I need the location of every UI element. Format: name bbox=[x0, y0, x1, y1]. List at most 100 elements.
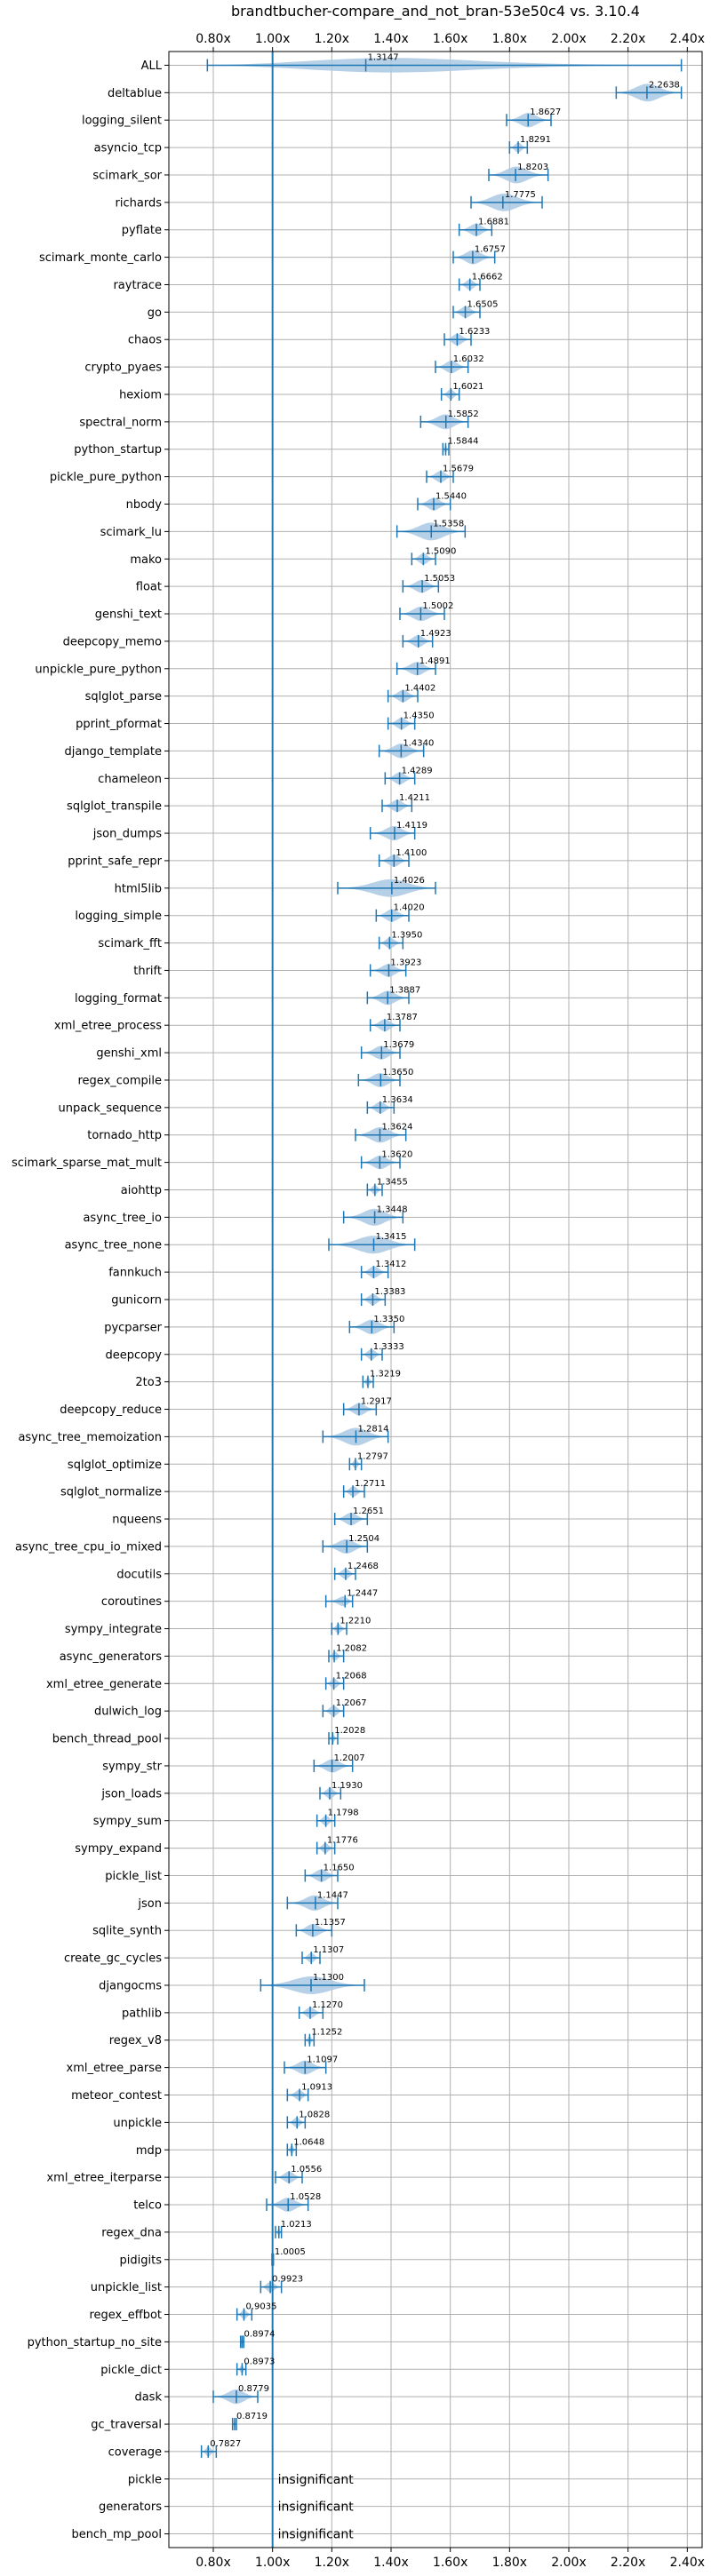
value-label: 1.1930 bbox=[332, 1781, 363, 1791]
x-tick-label-top: 0.80x bbox=[196, 32, 230, 46]
value-label: 1.3415 bbox=[376, 1232, 407, 1242]
insignificant-label: insignificant bbox=[278, 2500, 355, 2515]
value-label: 1.1307 bbox=[313, 1945, 344, 1955]
value-label: 1.4020 bbox=[394, 903, 425, 913]
benchmark-label: go bbox=[148, 306, 162, 320]
value-label: 1.6881 bbox=[478, 218, 509, 227]
value-label: 1.3219 bbox=[370, 1370, 401, 1379]
benchmark-label: pycparser bbox=[104, 1321, 162, 1334]
value-label: 1.3147 bbox=[368, 52, 399, 62]
benchmark-label: sqlite_synth bbox=[92, 1925, 162, 1938]
benchmark-label: thrift bbox=[133, 965, 162, 978]
value-label: 0.8973 bbox=[244, 2357, 275, 2366]
benchmark-label: dulwich_log bbox=[94, 1705, 162, 1719]
benchmark-label: pathlib bbox=[122, 2007, 162, 2020]
benchmark-label: sqlglot_parse bbox=[85, 690, 162, 704]
benchmark-label: telco bbox=[133, 2199, 162, 2213]
value-label: 1.2007 bbox=[334, 1753, 365, 1763]
value-label: 1.3679 bbox=[383, 1040, 414, 1050]
grid-layer bbox=[169, 52, 702, 2548]
value-label: 1.3333 bbox=[373, 1342, 404, 1352]
x-tick-label-bottom: 2.20x bbox=[611, 2556, 645, 2570]
value-label: 1.5053 bbox=[424, 574, 455, 584]
value-label: 1.3350 bbox=[373, 1315, 404, 1324]
x-tick-label-top: 1.80x bbox=[492, 32, 527, 46]
value-label: 1.3383 bbox=[374, 1287, 405, 1297]
benchmark-label: regex_v8 bbox=[109, 2034, 162, 2047]
benchmark-label: raytrace bbox=[113, 279, 162, 292]
value-label: 1.3634 bbox=[382, 1095, 413, 1105]
benchmark-label: async_tree_cpu_io_mixed bbox=[15, 1540, 162, 1554]
benchmark-label: async_tree_io bbox=[83, 1212, 162, 1225]
x-tick-label-top: 1.40x bbox=[373, 32, 408, 46]
value-label: 1.4100 bbox=[395, 848, 427, 858]
value-label: 1.1650 bbox=[324, 1863, 355, 1872]
value-label: 1.5002 bbox=[422, 601, 453, 611]
benchmark-label: async_generators bbox=[60, 1650, 163, 1664]
benchmark-label: sqlglot_optimize bbox=[68, 1459, 162, 1472]
value-label: 0.7827 bbox=[210, 2439, 241, 2449]
x-tick-label-top: 2.20x bbox=[611, 32, 645, 46]
benchmark-label: logging_silent bbox=[82, 115, 162, 128]
value-label: 1.4923 bbox=[420, 629, 451, 639]
benchmark-label: generators bbox=[99, 2500, 162, 2514]
value-label: 0.8719 bbox=[236, 2412, 268, 2421]
x-tick-label-bottom: 1.00x bbox=[255, 2556, 290, 2570]
x-tick-label-top: 2.00x bbox=[551, 32, 586, 46]
value-label: 0.8779 bbox=[238, 2384, 269, 2394]
benchmark-label: pickle bbox=[128, 2473, 162, 2486]
benchmark-label: python_startup bbox=[74, 443, 162, 457]
value-label: 1.5358 bbox=[433, 519, 464, 529]
benchmark-label: unpickle_pure_python bbox=[35, 663, 162, 676]
value-label: 1.5852 bbox=[448, 409, 479, 419]
benchmark-label: djangocms bbox=[99, 1979, 162, 1992]
benchmark-label: regex_effbot bbox=[89, 2309, 162, 2322]
value-label: 1.2447 bbox=[347, 1589, 378, 1599]
benchmark-label: aiohttp bbox=[121, 1184, 162, 1197]
value-label: 1.8627 bbox=[530, 107, 561, 117]
benchmark-label: regex_dna bbox=[101, 2226, 162, 2239]
benchmark-label: docutils bbox=[116, 1568, 162, 1581]
benchmark-label: pickle_dict bbox=[100, 2364, 162, 2377]
value-label: 1.4211 bbox=[399, 793, 430, 803]
value-label: 1.2814 bbox=[357, 1424, 388, 1434]
value-label: 0.9035 bbox=[246, 2302, 277, 2312]
value-label: 1.5679 bbox=[443, 465, 474, 474]
value-label: 1.6662 bbox=[472, 272, 503, 282]
benchmark-label: bench_thread_pool bbox=[52, 1733, 162, 1746]
benchmark-label: create_gc_cycles bbox=[64, 1952, 162, 1966]
benchmark-label: genshi_text bbox=[95, 608, 162, 622]
value-label: 1.0913 bbox=[301, 2082, 332, 2092]
value-label: 1.8203 bbox=[517, 163, 548, 172]
benchmark-label: nbody bbox=[126, 498, 163, 512]
benchmark-label: nqueens bbox=[112, 1514, 162, 1527]
benchmark-label: scimark_fft bbox=[98, 937, 162, 950]
benchmark-label: bench_mp_pool bbox=[71, 2528, 162, 2541]
benchmark-label: fannkuch bbox=[108, 1267, 162, 1280]
value-label: 1.4402 bbox=[404, 684, 435, 694]
benchmark-label: genshi_xml bbox=[96, 1047, 162, 1061]
value-label: 1.2504 bbox=[348, 1534, 379, 1544]
benchmark-label: tornado_http bbox=[87, 1129, 162, 1142]
value-label: 1.3787 bbox=[387, 1013, 418, 1022]
value-label: 1.8291 bbox=[520, 135, 551, 145]
value-label: 2.2638 bbox=[649, 80, 680, 90]
benchmark-label: sympy_integrate bbox=[65, 1623, 162, 1636]
benchmark-label: json_loads bbox=[100, 1787, 162, 1801]
benchmark-label: dask bbox=[134, 2391, 162, 2405]
benchmark-label: deepcopy_memo bbox=[63, 635, 162, 648]
x-tick-label-bottom: 2.00x bbox=[551, 2556, 586, 2570]
x-tick-label-bottom: 1.40x bbox=[373, 2556, 408, 2570]
value-label: 1.2711 bbox=[355, 1479, 386, 1489]
insignificant-label: insignificant bbox=[278, 2528, 355, 2542]
value-label: 1.6032 bbox=[453, 354, 484, 364]
benchmark-label: sqlglot_normalize bbox=[60, 1486, 162, 1499]
benchmark-label: unpack_sequence bbox=[58, 1101, 162, 1115]
x-tick-label-top: 1.60x bbox=[433, 32, 467, 46]
benchmark-label: scimark_sparse_mat_mult bbox=[12, 1157, 162, 1170]
value-label: 1.2468 bbox=[348, 1562, 379, 1571]
value-label: 1.3448 bbox=[377, 1205, 408, 1214]
value-label: 1.1300 bbox=[313, 1973, 344, 1983]
value-label: 1.5440 bbox=[435, 492, 467, 502]
